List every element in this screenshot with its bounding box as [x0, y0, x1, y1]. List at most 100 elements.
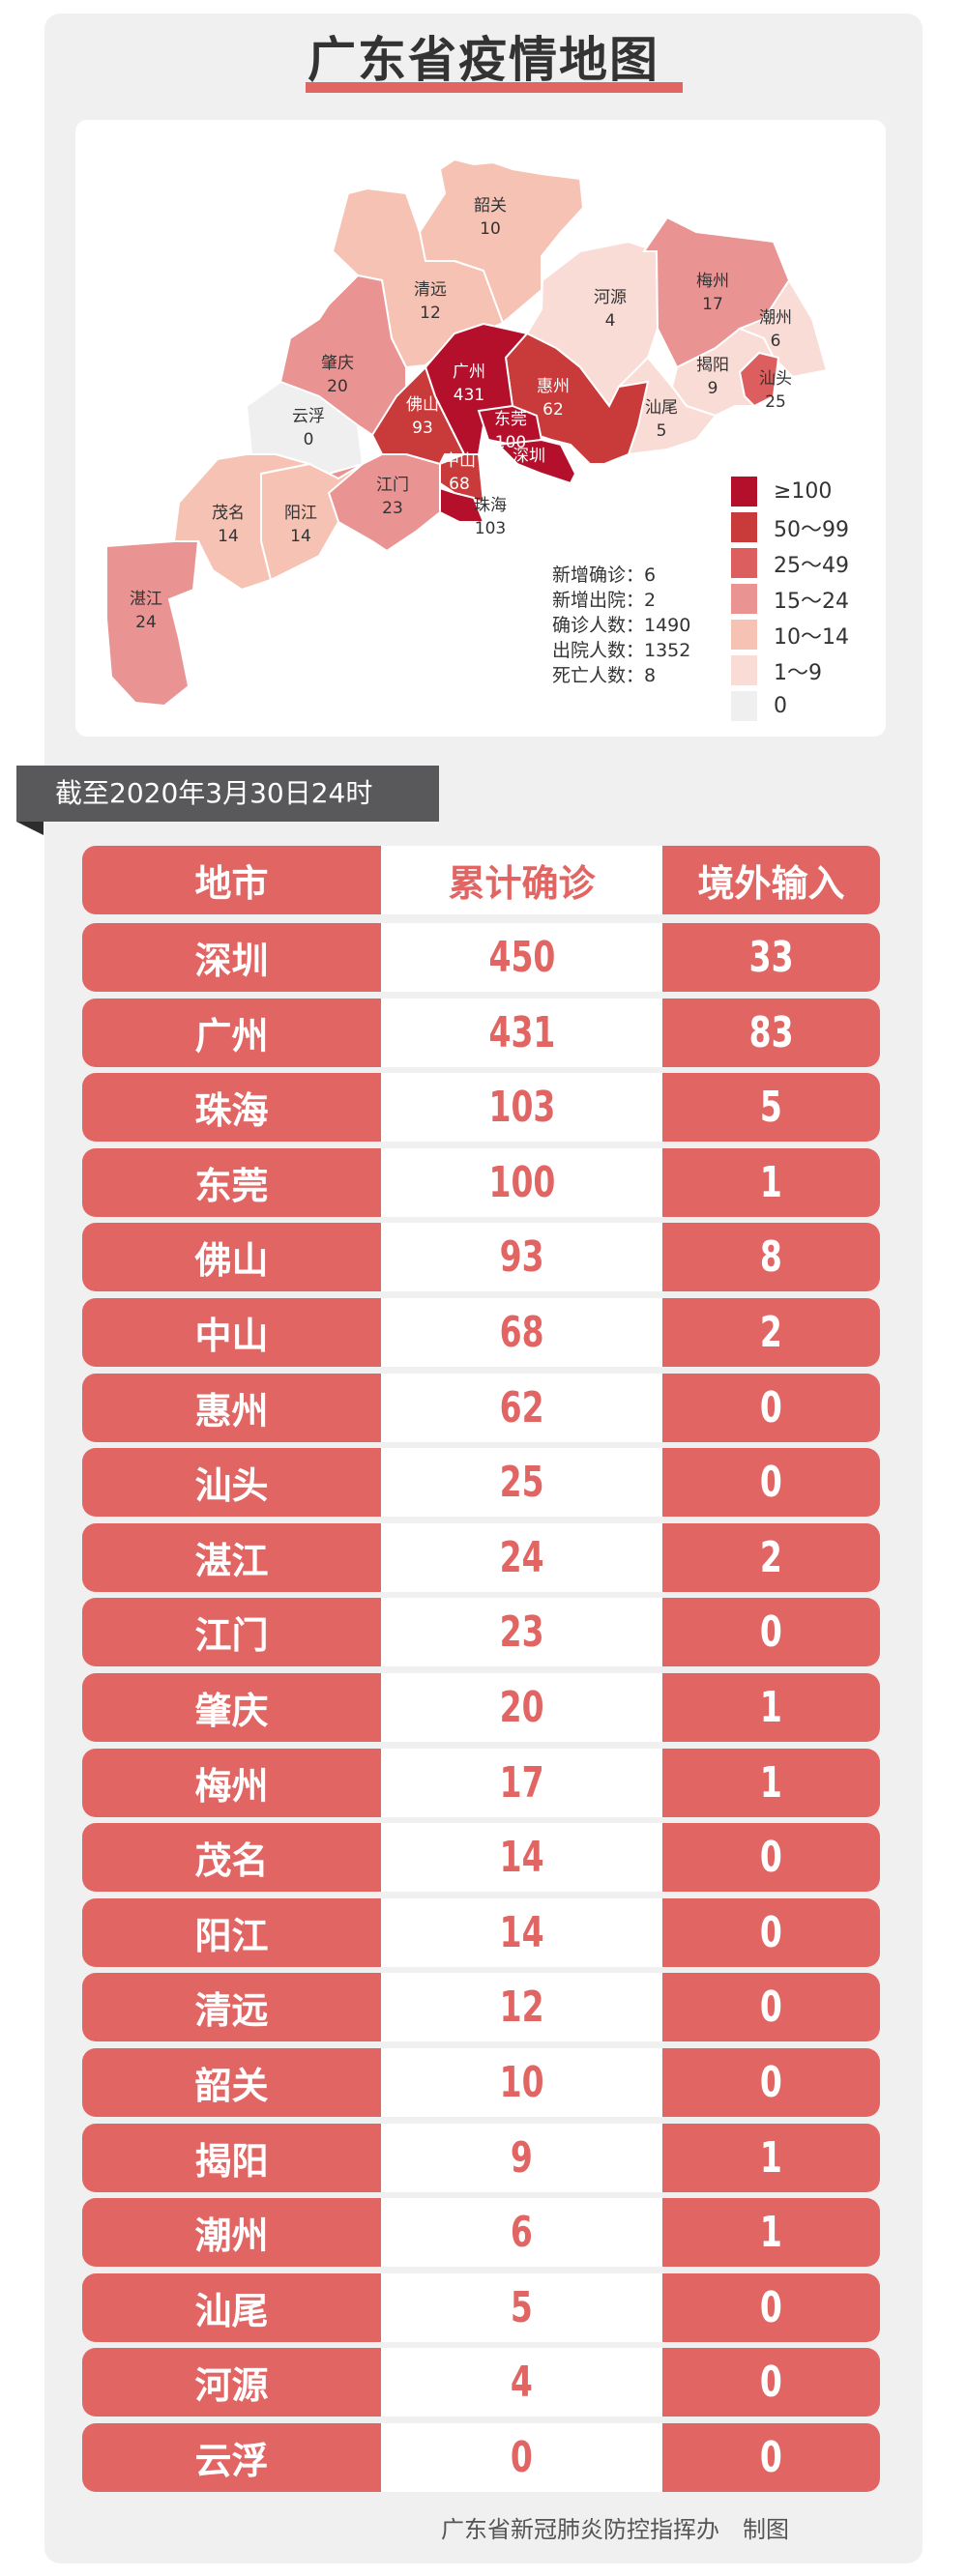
region-name-label: 湛江 — [130, 590, 162, 609]
region-name-label: 江门 — [376, 476, 409, 495]
region-name-label: 东莞 — [494, 410, 527, 429]
table-row: 汕尾 5 0 — [82, 2272, 880, 2342]
cell-confirmed: 0 — [381, 2423, 662, 2492]
cell-city: 中山 — [82, 1298, 381, 1367]
cell-city: 湛江 — [82, 1522, 381, 1592]
cell-imported: 1 — [662, 1748, 880, 1817]
legend-swatch — [731, 655, 757, 685]
cell-confirmed: 14 — [381, 1897, 662, 1967]
legend-swatch — [731, 512, 757, 542]
stat-line: 死亡人数：8 — [552, 665, 657, 686]
region-深圳 — [495, 438, 577, 485]
cell-imported: 0 — [662, 1373, 880, 1442]
region-name-label: 肇庆 — [321, 354, 354, 373]
banner-fold — [16, 822, 44, 835]
cell-city: 汕尾 — [82, 2272, 381, 2342]
table-row: 梅州 17 1 — [82, 1748, 880, 1817]
legend-item: 25～49 — [731, 545, 849, 581]
region-name-label: 梅州 — [696, 272, 729, 291]
cell-imported: 0 — [662, 1823, 880, 1893]
cell-imported: 0 — [662, 2272, 880, 2342]
legend-label: 1～9 — [774, 660, 822, 685]
cell-confirmed: 100 — [381, 1147, 662, 1217]
legend-item: 0 — [731, 688, 849, 724]
region-name-label: 茂名 — [212, 504, 245, 523]
cell-confirmed: 24 — [381, 1522, 662, 1592]
cell-confirmed: 62 — [381, 1373, 662, 1442]
region-name-label: 惠州 — [537, 377, 570, 396]
region-value-label: 103 — [475, 519, 506, 538]
cell-confirmed: 20 — [381, 1673, 662, 1742]
cell-imported: 33 — [662, 923, 880, 992]
cell-imported: 0 — [662, 1973, 880, 2042]
header-confirmed: 累计确诊 — [381, 846, 662, 914]
page-title: 广东省疫情地图 — [308, 32, 659, 88]
cell-confirmed: 12 — [381, 1973, 662, 2042]
cell-city: 河源 — [82, 2348, 381, 2417]
table-row: 韶关 10 0 — [82, 2048, 880, 2117]
cell-imported: 1 — [662, 1147, 880, 1217]
cell-city: 云浮 — [82, 2423, 381, 2492]
cell-city: 揭阳 — [82, 2123, 381, 2192]
table-row: 深圳 450 33 — [82, 923, 880, 992]
legend-swatch — [731, 620, 757, 650]
region-value-label: 14 — [218, 527, 239, 546]
table-row: 惠州 62 0 — [82, 1373, 880, 1442]
cell-imported: 1 — [662, 2123, 880, 2192]
legend-swatch — [731, 584, 757, 614]
table-row: 揭阳 9 1 — [82, 2123, 880, 2192]
region-value-label: 431 — [454, 386, 484, 405]
legend-label: 0 — [774, 694, 787, 718]
region-value-label: 100 — [495, 433, 526, 452]
title-underline — [306, 82, 683, 93]
legend-swatch — [731, 691, 757, 721]
cell-city: 肇庆 — [82, 1673, 381, 1742]
header-city: 地市 — [82, 846, 381, 914]
cell-confirmed: 450 — [381, 923, 662, 992]
table-row: 中山 68 2 — [82, 1298, 880, 1367]
cell-imported: 2 — [662, 1298, 880, 1367]
region-value-label: 17 — [702, 295, 723, 314]
cell-confirmed: 431 — [381, 998, 662, 1067]
table-header: 地市 累计确诊 境外输入 — [82, 846, 880, 914]
cell-confirmed: 4 — [381, 2348, 662, 2417]
cell-city: 潮州 — [82, 2198, 381, 2268]
region-value-label: 23 — [382, 499, 403, 518]
table-row: 茂名 14 0 — [82, 1823, 880, 1893]
cell-city: 深圳 — [82, 923, 381, 992]
cell-city: 东莞 — [82, 1147, 381, 1217]
table-row: 清远 12 0 — [82, 1973, 880, 2042]
cell-imported: 2 — [662, 1522, 880, 1592]
table-row: 河源 4 0 — [82, 2348, 880, 2417]
cell-confirmed: 93 — [381, 1223, 662, 1292]
cell-imported: 83 — [662, 998, 880, 1067]
region-name-label: 阳江 — [284, 504, 317, 523]
cell-city: 韶关 — [82, 2048, 381, 2117]
table-row: 江门 23 0 — [82, 1598, 880, 1667]
cell-imported: 0 — [662, 1897, 880, 1967]
cell-confirmed: 17 — [381, 1748, 662, 1817]
cell-city: 清远 — [82, 1973, 381, 2042]
date-banner: 截至2020年3月30日24时 — [16, 766, 439, 822]
region-name-label: 深圳 — [513, 447, 545, 466]
region-value-label: 93 — [412, 419, 433, 438]
region-name-label: 揭阳 — [696, 356, 729, 375]
cell-confirmed: 25 — [381, 1448, 662, 1518]
cell-imported: 0 — [662, 1598, 880, 1667]
region-value-label: 450 — [513, 470, 544, 489]
region-value-label: 20 — [327, 377, 348, 396]
cell-city: 梅州 — [82, 1748, 381, 1817]
cell-confirmed: 23 — [381, 1598, 662, 1667]
stat-line: 新增出院：2 — [552, 590, 657, 611]
region-name-label: 河源 — [594, 288, 627, 307]
region-value-label: 24 — [135, 613, 157, 632]
legend-item: 10～14 — [731, 617, 849, 652]
table-row: 潮州 6 1 — [82, 2198, 880, 2268]
region-name-label: 佛山 — [406, 395, 439, 415]
legend-item: 50～99 — [731, 509, 849, 545]
region-name-label: 潮州 — [759, 308, 792, 328]
table-row: 肇庆 20 1 — [82, 1673, 880, 1742]
region-name-label: 广州 — [453, 362, 485, 382]
stat-line: 出院人数：1352 — [552, 640, 691, 661]
